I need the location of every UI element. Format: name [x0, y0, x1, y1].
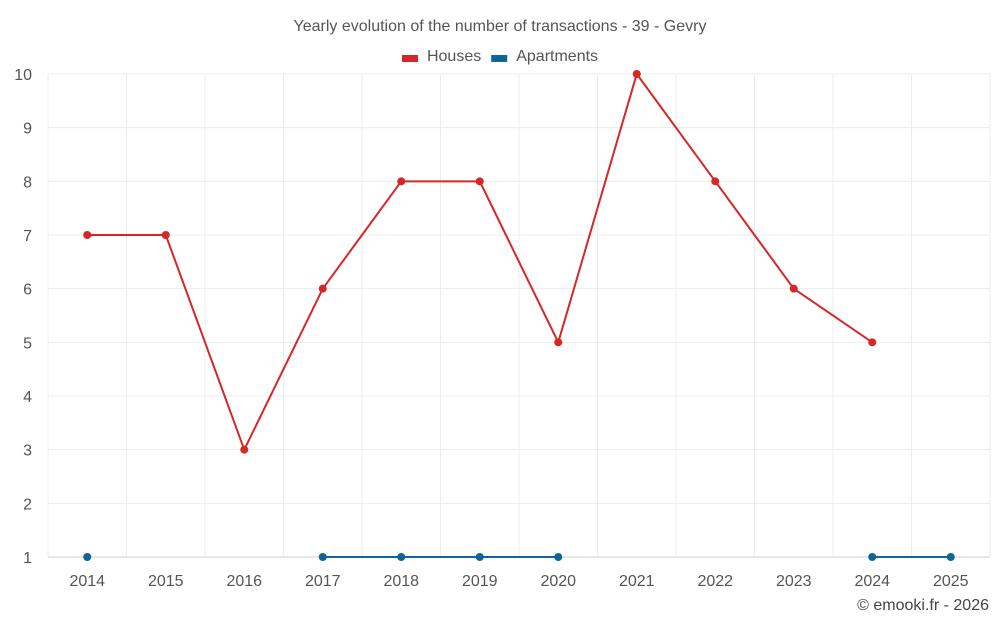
y-tick-label: 2 — [23, 496, 32, 513]
data-point-houses[interactable] — [789, 284, 798, 293]
data-point-houses[interactable] — [711, 177, 720, 186]
x-tick-label: 2023 — [776, 573, 812, 590]
data-point-apartments[interactable] — [554, 553, 563, 561]
x-tick-label: 2024 — [854, 573, 890, 590]
y-tick-label: 10 — [14, 67, 32, 84]
y-tick-label: 8 — [23, 174, 32, 191]
data-point-apartments[interactable] — [397, 553, 406, 561]
data-point-houses[interactable] — [475, 177, 484, 186]
data-point-houses[interactable] — [632, 70, 641, 78]
data-point-houses[interactable] — [83, 231, 92, 239]
series-houses — [83, 70, 877, 454]
series-layer — [83, 70, 955, 561]
credit-text: © emooki.fr - 2026 — [857, 597, 989, 614]
y-tick-label: 3 — [23, 443, 32, 460]
data-point-apartments[interactable] — [318, 553, 327, 561]
grid — [47, 73, 991, 558]
x-tick-label: 2016 — [226, 573, 262, 590]
data-point-apartments[interactable] — [475, 553, 484, 561]
x-tick-label: 2021 — [619, 573, 655, 590]
data-point-apartments[interactable] — [868, 553, 877, 561]
x-tick-label: 2015 — [148, 573, 184, 590]
x-tick-label: 2022 — [697, 573, 733, 590]
x-tick-label: 2019 — [462, 573, 498, 590]
y-tick-label: 7 — [23, 228, 32, 245]
y-tick-label: 9 — [23, 121, 32, 138]
data-point-houses[interactable] — [161, 231, 170, 239]
legend-label-apartments: Apartments — [516, 48, 598, 65]
legend[interactable]: Houses Apartments — [401, 48, 598, 65]
x-tick-label: 2014 — [69, 573, 105, 590]
data-point-houses[interactable] — [868, 338, 877, 347]
data-point-apartments[interactable] — [83, 553, 92, 561]
x-tick-label: 2018 — [383, 573, 419, 590]
data-point-houses[interactable] — [397, 177, 406, 186]
y-axis-ticks: 1 2 3 4 5 6 7 8 9 10 — [14, 67, 32, 567]
y-tick-label: 6 — [23, 282, 32, 299]
x-tick-label: 2017 — [305, 573, 341, 590]
data-point-apartments[interactable] — [946, 553, 955, 561]
data-point-houses[interactable] — [554, 338, 563, 347]
legend-item-apartments[interactable]: Apartments — [491, 48, 598, 65]
x-tick-label: 2025 — [933, 573, 969, 590]
legend-swatch-apartments — [491, 55, 508, 62]
data-point-houses[interactable] — [318, 284, 327, 293]
chart-title: Yearly evolution of the number of transa… — [294, 18, 707, 35]
y-tick-label: 1 — [23, 550, 32, 567]
data-point-houses[interactable] — [240, 445, 249, 454]
x-tick-label: 2020 — [540, 573, 576, 590]
series-apartments — [83, 553, 955, 561]
legend-label-houses: Houses — [427, 48, 481, 65]
legend-item-houses[interactable]: Houses — [401, 48, 481, 65]
y-tick-label: 4 — [23, 389, 32, 406]
x-axis-ticks: 2014 2015 2016 2017 2018 2019 2020 2021 2022 2023… — [69, 573, 968, 590]
legend-swatch-houses — [401, 55, 418, 62]
y-tick-label: 5 — [23, 335, 32, 352]
